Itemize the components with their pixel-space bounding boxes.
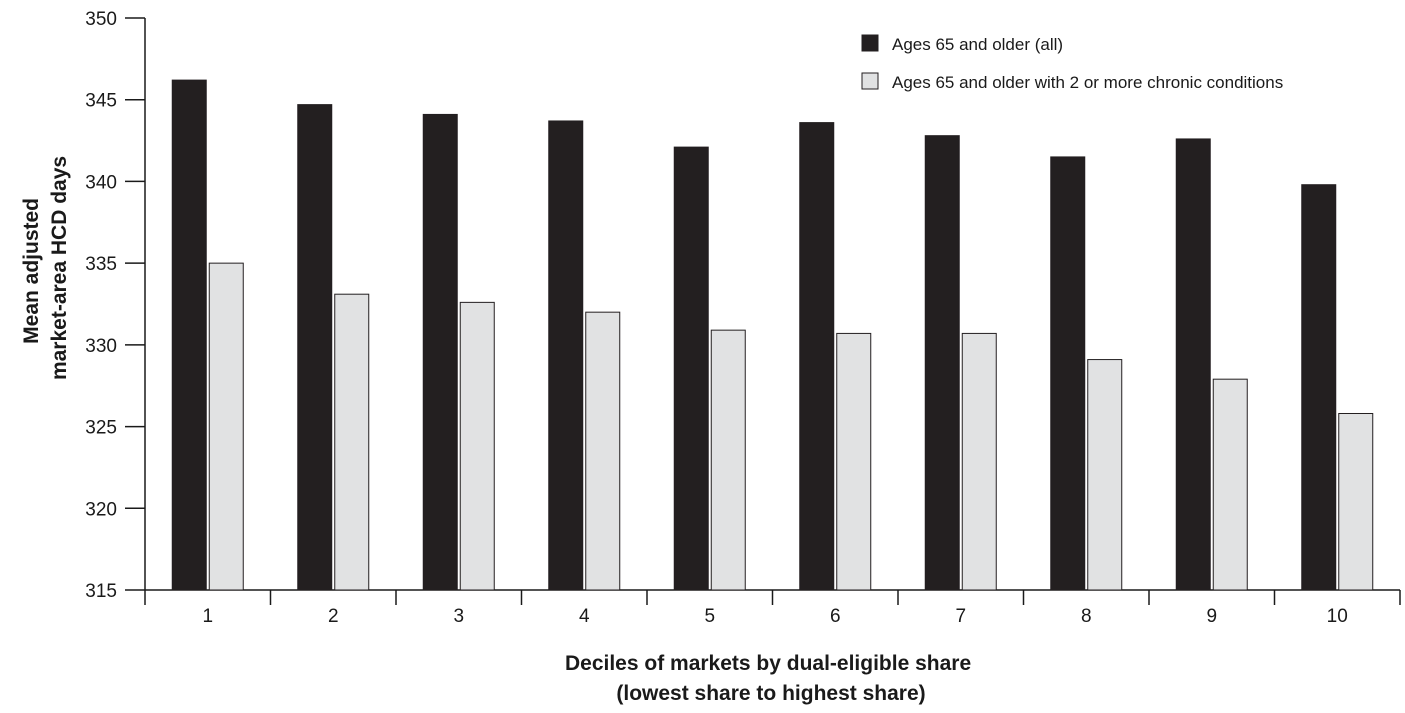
bar-ages-65-all bbox=[548, 120, 584, 591]
y-axis: 315 320 325 330 335 340 345 350 bbox=[85, 9, 146, 602]
bar-ages-65-all bbox=[924, 135, 960, 591]
x-tick-label: 5 bbox=[704, 606, 715, 627]
y-tick-label: 325 bbox=[85, 418, 117, 439]
bar-ages-65-all bbox=[673, 146, 709, 591]
bar-ages-65-all bbox=[1175, 138, 1211, 591]
y-tick-label: 335 bbox=[85, 254, 117, 275]
x-axis-title: Deciles of markets by dual-eligible shar… bbox=[565, 652, 977, 705]
x-tick-label: 2 bbox=[328, 606, 339, 627]
y-tick-label: 320 bbox=[85, 499, 117, 520]
y-tick-label: 315 bbox=[85, 581, 117, 602]
bar-ages-65-chronic bbox=[961, 332, 997, 591]
bar-ages-65-chronic bbox=[1087, 359, 1123, 591]
x-tick-label: 8 bbox=[1081, 606, 1092, 627]
x-axis-title-line-2: (lowest share to highest share) bbox=[616, 682, 925, 705]
bar-ages-65-all bbox=[1301, 184, 1337, 591]
x-tick-label: 1 bbox=[202, 606, 213, 627]
y-tick-label: 340 bbox=[85, 172, 117, 193]
bar-ages-65-chronic bbox=[459, 301, 495, 591]
bar-ages-65-chronic bbox=[334, 293, 370, 591]
y-axis-title-line-2: market-area HCD days bbox=[48, 156, 71, 380]
x-tick-label: 7 bbox=[955, 606, 966, 627]
bar-ages-65-chronic bbox=[836, 332, 872, 591]
x-tick-label: 4 bbox=[579, 606, 590, 627]
legend-label: Ages 65 and older with 2 or more chronic… bbox=[892, 73, 1283, 92]
y-tick-label: 345 bbox=[85, 91, 117, 112]
bar-ages-65-chronic bbox=[1338, 412, 1374, 591]
y-tick-label: 350 bbox=[85, 9, 117, 30]
legend-swatch bbox=[861, 34, 879, 52]
x-axis-title-line-1: Deciles of markets by dual-eligible shar… bbox=[565, 652, 971, 675]
legend-label: Ages 65 and older (all) bbox=[892, 35, 1063, 54]
x-tick-label: 9 bbox=[1206, 606, 1217, 627]
bar-ages-65-chronic bbox=[710, 329, 746, 591]
bar-ages-65-all bbox=[171, 79, 207, 591]
bars bbox=[171, 79, 1374, 591]
x-tick-label: 10 bbox=[1327, 606, 1348, 627]
bar-ages-65-all bbox=[799, 122, 835, 591]
legend: Ages 65 and older (all) Ages 65 and older… bbox=[861, 34, 1283, 92]
x-tick-label: 3 bbox=[453, 606, 464, 627]
y-axis-title-line-1: Mean adjusted bbox=[20, 198, 43, 344]
bar-ages-65-chronic bbox=[208, 262, 244, 591]
bar-ages-65-all bbox=[422, 113, 458, 591]
y-tick-label: 330 bbox=[85, 336, 117, 357]
bar-ages-65-all bbox=[1050, 156, 1086, 591]
y-axis-title: Mean adjusted market-area HCD days bbox=[20, 156, 71, 380]
legend-swatch bbox=[861, 72, 879, 90]
x-tick-label: 6 bbox=[830, 606, 841, 627]
bar-ages-65-chronic bbox=[585, 311, 621, 591]
bar-ages-65-chronic bbox=[1212, 378, 1248, 591]
x-axis: 1 2 3 4 5 6 7 8 9 10 bbox=[144, 589, 1401, 627]
bar-ages-65-all bbox=[297, 104, 333, 591]
